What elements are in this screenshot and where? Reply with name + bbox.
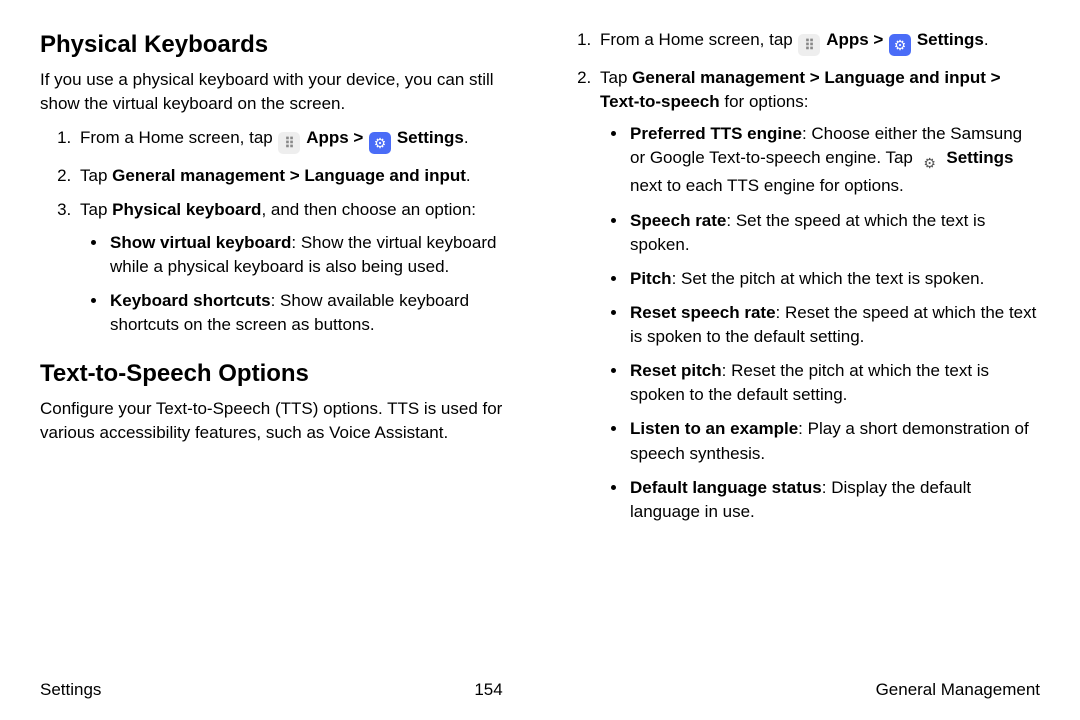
- tts-opt7-bold: Default language status: [630, 478, 822, 497]
- pk-option-2: Keyboard shortcuts: Show available keybo…: [108, 289, 520, 337]
- tts-opt-5: Reset pitch: Reset the pitch at which th…: [628, 359, 1040, 407]
- period-3: .: [984, 30, 989, 49]
- pk-option-1: Show virtual keyboard: Show the virtual …: [108, 231, 520, 279]
- pk-step3-pre: Tap: [80, 200, 112, 219]
- pk-intro: If you use a physical keyboard with your…: [40, 68, 520, 116]
- pk-step3-bold: Physical keyboard: [112, 200, 261, 219]
- caret-2: >: [869, 30, 888, 49]
- tts-opt6-bold: Listen to an example: [630, 419, 798, 438]
- apps-icon: ⠿: [278, 132, 300, 154]
- period-2: .: [466, 166, 471, 185]
- apps-label: Apps: [306, 128, 349, 147]
- tts-opt-1: Preferred TTS engine: Choose either the …: [628, 122, 1040, 198]
- settings-label-2: Settings: [917, 30, 984, 49]
- footer-center: 154: [474, 680, 502, 700]
- tts-opt1-post: next to each TTS engine for options.: [630, 176, 904, 195]
- tts-opt5-bold: Reset pitch: [630, 361, 722, 380]
- pk-options: Show virtual keyboard: Show the virtual …: [80, 231, 520, 338]
- tts-opt-6: Listen to an example: Play a short demon…: [628, 417, 1040, 465]
- footer-left: Settings: [40, 680, 101, 700]
- pk-step-3: Tap Physical keyboard, and then choose a…: [76, 198, 520, 337]
- heading-tts-options: Text-to-Speech Options: [40, 357, 520, 391]
- tts-opt-3: Pitch: Set the pitch at which the text i…: [628, 267, 1040, 291]
- pk-step3-post: , and then choose an option:: [261, 200, 476, 219]
- tts-opt2-bold: Speech rate: [630, 211, 726, 230]
- page: Physical Keyboards If you use a physical…: [0, 0, 1080, 720]
- tts-step2-pre: Tap: [600, 68, 632, 87]
- content-columns: Physical Keyboards If you use a physical…: [40, 28, 1040, 674]
- pk-opt1-bold: Show virtual keyboard: [110, 233, 291, 252]
- caret-1: >: [349, 128, 368, 147]
- pk-step-2: Tap General management > Language and in…: [76, 164, 520, 188]
- tts-step-2: Tap General management > Language and in…: [596, 66, 1040, 524]
- tts-step2-post: for options:: [720, 92, 809, 111]
- tts-opt-4: Reset speech rate: Reset the speed at wh…: [628, 301, 1040, 349]
- heading-physical-keyboards: Physical Keyboards: [40, 28, 520, 62]
- period-1: .: [464, 128, 469, 147]
- tts-options: Preferred TTS engine: Choose either the …: [600, 122, 1040, 524]
- pk-step2-bold: General management > Language and input: [112, 166, 466, 185]
- gear-icon: ⚙: [919, 152, 941, 174]
- tts-opt1-settings: Settings: [946, 148, 1013, 167]
- settings-icon: ⚙: [889, 34, 911, 56]
- tts-opt3-post: : Set the pitch at which the text is spo…: [672, 269, 985, 288]
- settings-label: Settings: [397, 128, 464, 147]
- tts-opt4-bold: Reset speech rate: [630, 303, 776, 322]
- tts-opt-7: Default language status: Display the def…: [628, 476, 1040, 524]
- tts-opt-2: Speech rate: Set the speed at which the …: [628, 209, 1040, 257]
- tts-step-1: From a Home screen, tap ⠿ Apps > ⚙ Setti…: [596, 28, 1040, 56]
- pk-opt2-bold: Keyboard shortcuts: [110, 291, 271, 310]
- apps-icon: ⠿: [798, 34, 820, 56]
- tts-step1-pre: From a Home screen, tap: [600, 30, 797, 49]
- pk-step1-pre: From a Home screen, tap: [80, 128, 277, 147]
- pk-steps: From a Home screen, tap ⠿ Apps > ⚙ Setti…: [40, 126, 520, 337]
- tts-intro: Configure your Text-to-Speech (TTS) opti…: [40, 397, 520, 445]
- footer: Settings 154 General Management: [40, 674, 1040, 700]
- footer-right: General Management: [876, 680, 1040, 700]
- pk-step2-pre: Tap: [80, 166, 112, 185]
- tts-opt1-bold: Preferred TTS engine: [630, 124, 802, 143]
- apps-label-2: Apps: [826, 30, 869, 49]
- settings-icon: ⚙: [369, 132, 391, 154]
- tts-steps: From a Home screen, tap ⠿ Apps > ⚙ Setti…: [560, 28, 1040, 524]
- tts-opt3-bold: Pitch: [630, 269, 672, 288]
- pk-step-1: From a Home screen, tap ⠿ Apps > ⚙ Setti…: [76, 126, 520, 154]
